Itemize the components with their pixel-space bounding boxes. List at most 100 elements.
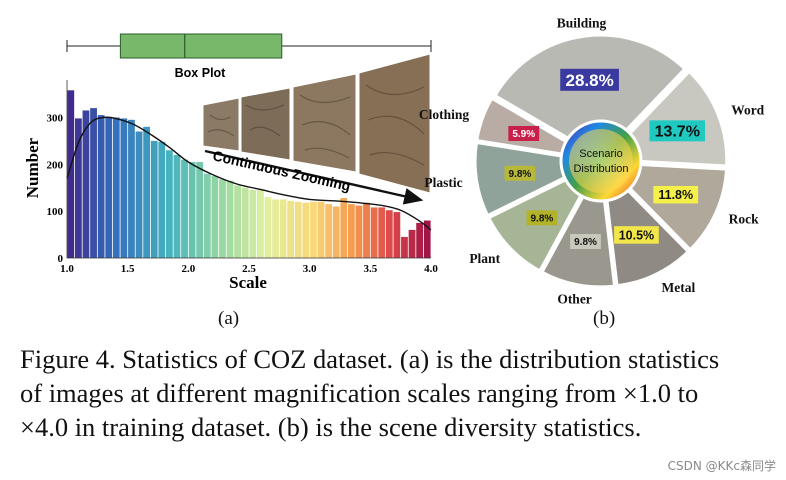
pie-category-label: Rock [729, 212, 759, 227]
pie-value-badge [526, 210, 558, 226]
pie-value-label: 28.8% [565, 71, 613, 90]
histogram-bar [317, 201, 325, 258]
histogram-bar [188, 161, 196, 258]
histogram-bar [143, 126, 151, 258]
y-axis-label: Number [23, 137, 42, 198]
histogram-bar [355, 205, 363, 258]
zoom-thumbnail-3 [292, 73, 357, 173]
pie-value-badge [614, 226, 659, 244]
y-tick-labels: 0 100 200 300 [47, 112, 64, 265]
histogram-bar [74, 118, 82, 259]
histogram-bar [181, 159, 188, 258]
pie-category-label: Word [731, 103, 764, 118]
y-tick-label: 0 [58, 253, 64, 265]
pie-center-label-line2: Distribution [573, 163, 628, 175]
histogram-bar [256, 190, 264, 258]
histogram-bar [279, 199, 287, 258]
pie-value-badge [570, 234, 601, 250]
y-tick-label: 300 [47, 112, 64, 124]
pie-value-badge [649, 120, 706, 142]
histogram-bar [423, 220, 431, 258]
histogram-bar [287, 200, 295, 258]
x-tick-label: 3.0 [303, 263, 317, 275]
histogram-bar [302, 202, 310, 258]
histogram-bar [401, 236, 408, 258]
x-tick-label: 1.0 [60, 263, 74, 275]
histogram-bar [363, 202, 370, 258]
histogram-bar [105, 117, 113, 258]
histogram-bar [173, 154, 181, 258]
histogram-bar [310, 201, 317, 258]
histogram-bar [241, 187, 249, 258]
zoom-thumbnail-2 [240, 87, 291, 161]
histogram-bar [226, 180, 234, 258]
zoom-arrow [204, 149, 424, 205]
y-tick-label: 200 [47, 159, 64, 171]
histogram-bar [325, 204, 333, 258]
pie-value-label: 9.8% [530, 213, 553, 224]
pie-category-label: Clothing [419, 107, 470, 122]
panel-b-label: (b) [593, 308, 616, 329]
x-tick-label: 2.5 [242, 263, 256, 275]
histogram-bar [82, 110, 90, 259]
histogram-bar [135, 131, 143, 258]
figure-caption: Figure 4. Statistics of COZ dataset. (a)… [20, 342, 780, 444]
pie-value-badge [653, 185, 699, 204]
pie-value-label: 13.7% [655, 124, 700, 141]
histogram-bar [97, 115, 105, 258]
histogram-bar [370, 207, 378, 258]
histogram-bar [165, 150, 173, 258]
histogram-bar [294, 201, 302, 258]
histogram-bar [219, 179, 226, 258]
histogram-bars [67, 90, 431, 259]
pie-category-label: Plastic [424, 175, 462, 190]
pie-slice-labels: 28.8% Building 13.7% Word 11.8% Rock 10.5% Meta… [419, 15, 765, 306]
zoom-thumbnail-1 [202, 97, 240, 152]
histogram-bar [90, 108, 97, 259]
pie-slice-building [492, 33, 687, 159]
pie-value-label: 5.9% [512, 129, 535, 140]
histogram-bar [347, 204, 355, 258]
x-tick-label: 4.0 [424, 263, 438, 275]
histogram-bar [67, 90, 75, 258]
pie-value-badge [508, 125, 540, 141]
histogram-panel: Box Plot 1.0 1.5 2.0 2.5 3.0 3.5 4.0 0 100 200 30… [23, 33, 438, 292]
histogram-bar [211, 176, 219, 258]
pie-value-label: 10.5% [619, 228, 654, 242]
pie-value-badge [504, 165, 536, 181]
x-axis-label: Scale [229, 273, 267, 292]
histogram-bar [378, 207, 386, 258]
pie-value-label: 9.8% [509, 169, 532, 180]
figure-canvas: Box Plot 1.0 1.5 2.0 2.5 3.0 3.5 4.0 0 100 200 30… [23, 15, 765, 306]
histogram-bar [264, 197, 272, 258]
scenario-pie-panel: Scenario Distribution 28.8% Building 13.7%… [419, 15, 765, 306]
pie-value-badge [560, 68, 619, 91]
pie-category-label: Metal [662, 280, 696, 295]
histogram-bar [416, 222, 424, 258]
pie-center-label-line1: Scenario [579, 148, 622, 160]
caption-line-1: Figure 4. Statistics of COZ dataset. (a)… [20, 344, 720, 374]
histogram-bar [203, 173, 211, 258]
histogram-bar [272, 199, 279, 258]
histogram-bar [112, 117, 120, 258]
histogram-bar [385, 210, 393, 258]
x-tick-label: 2.0 [181, 263, 195, 275]
histogram-bar [128, 119, 135, 258]
box-plot-box [119, 33, 283, 59]
pie-category-label: Building [557, 15, 607, 30]
histogram-bar [393, 212, 401, 258]
histogram-bar [408, 229, 416, 258]
pie-category-label: Plant [469, 251, 500, 266]
x-tick-label: 1.5 [121, 263, 135, 275]
pie-center-inner [569, 129, 633, 193]
histogram-bar [340, 198, 348, 258]
pie-category-label: Other [557, 291, 592, 306]
zoom-thumbnails [202, 53, 431, 194]
histogram-bar [158, 141, 166, 258]
caption-line-2: of images at different magnification sca… [20, 378, 699, 408]
pie-value-label: 11.8% [658, 188, 693, 202]
density-fit-curve [66, 116, 432, 231]
histogram-bar [332, 206, 340, 258]
zoom-thumbnail-4 [358, 53, 431, 194]
histogram-bar [196, 161, 204, 258]
